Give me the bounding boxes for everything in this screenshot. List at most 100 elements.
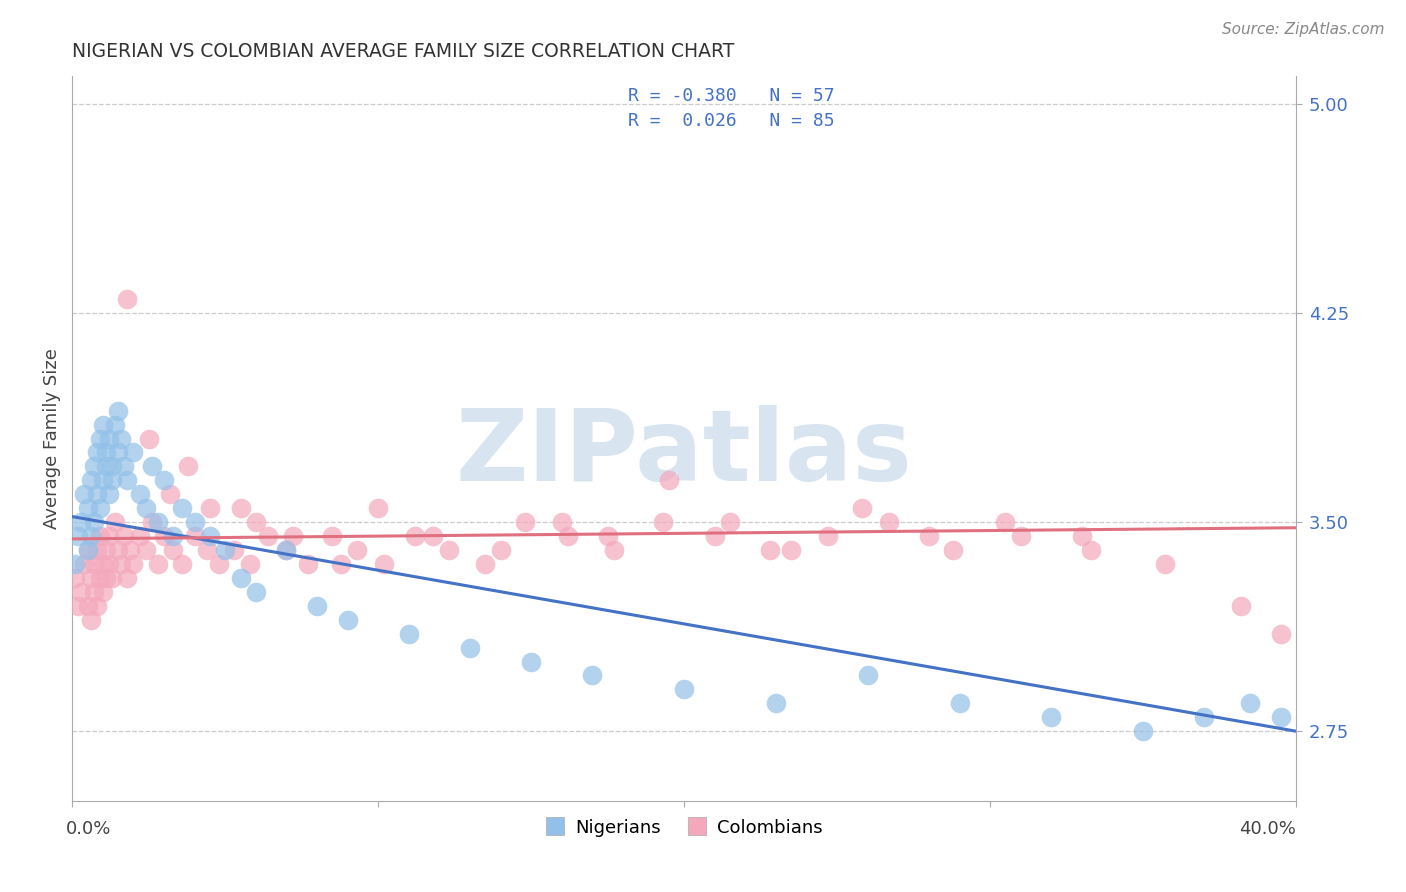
Text: ZIPatlas: ZIPatlas <box>456 405 912 501</box>
Point <box>65 557 87 571</box>
Point <box>122 445 145 459</box>
Point <box>330 557 353 571</box>
Point <box>141 515 163 529</box>
Point <box>474 557 496 571</box>
Point <box>110 557 132 571</box>
Point <box>159 487 181 501</box>
Point <box>851 501 873 516</box>
Point <box>86 599 108 613</box>
Point <box>703 529 725 543</box>
Point <box>1270 626 1292 640</box>
Point <box>117 571 139 585</box>
Point <box>101 474 124 488</box>
Point <box>942 543 965 558</box>
Point <box>780 543 803 558</box>
Point <box>198 529 221 543</box>
Point <box>73 487 96 501</box>
Point <box>257 529 280 543</box>
Point <box>91 417 114 432</box>
Point <box>276 543 298 558</box>
Point <box>79 474 101 488</box>
Point <box>91 474 114 488</box>
Point <box>297 557 319 571</box>
Point <box>97 487 120 501</box>
Point <box>172 557 194 571</box>
Point <box>177 459 200 474</box>
Point <box>336 613 359 627</box>
Point <box>122 557 145 571</box>
Point <box>183 515 205 529</box>
Point <box>305 599 328 613</box>
Point <box>76 543 98 558</box>
Point <box>89 432 111 446</box>
Point <box>162 529 184 543</box>
Point <box>596 529 619 543</box>
Point <box>112 459 135 474</box>
Point <box>918 529 941 543</box>
Point <box>146 515 169 529</box>
Point <box>97 432 120 446</box>
Point <box>141 459 163 474</box>
Point <box>86 543 108 558</box>
Text: NIGERIAN VS COLOMBIAN AVERAGE FAMILY SIZE CORRELATION CHART: NIGERIAN VS COLOMBIAN AVERAGE FAMILY SIZ… <box>72 42 734 61</box>
Point <box>146 557 169 571</box>
Point <box>97 557 120 571</box>
Point <box>1239 696 1261 710</box>
Point <box>603 543 626 558</box>
Point <box>367 501 389 516</box>
Point <box>91 557 114 571</box>
Point <box>76 543 98 558</box>
Point <box>89 571 111 585</box>
Point <box>86 445 108 459</box>
Point <box>1010 529 1032 543</box>
Point <box>104 417 127 432</box>
Point <box>229 501 252 516</box>
Text: 40.0%: 40.0% <box>1239 821 1296 838</box>
Point <box>162 543 184 558</box>
Point <box>107 403 129 417</box>
Point <box>67 599 90 613</box>
Point <box>1270 710 1292 724</box>
Point <box>214 543 236 558</box>
Point <box>224 543 246 558</box>
Point <box>1153 557 1175 571</box>
Point <box>76 501 98 516</box>
Point <box>110 432 132 446</box>
Point <box>138 432 160 446</box>
Point <box>89 529 111 543</box>
Point <box>489 543 512 558</box>
Point <box>83 585 105 599</box>
Point <box>765 696 787 710</box>
Point <box>877 515 900 529</box>
Point <box>128 529 150 543</box>
Point <box>281 529 304 543</box>
Point <box>856 668 879 682</box>
Point <box>276 543 298 558</box>
Point <box>1132 724 1154 739</box>
Point <box>94 571 117 585</box>
Point <box>101 571 124 585</box>
Point <box>948 696 970 710</box>
Point <box>79 613 101 627</box>
Text: 0.0%: 0.0% <box>66 821 111 838</box>
Point <box>437 543 460 558</box>
Point <box>67 529 90 543</box>
Text: R = -0.380   N = 57: R = -0.380 N = 57 <box>628 87 835 104</box>
Point <box>94 543 117 558</box>
Point <box>245 515 267 529</box>
Point <box>94 445 117 459</box>
Point <box>73 557 96 571</box>
Point <box>83 515 105 529</box>
Point <box>97 529 120 543</box>
Point <box>70 585 93 599</box>
Point <box>229 571 252 585</box>
Point <box>107 543 129 558</box>
Point <box>658 474 681 488</box>
Point <box>135 543 157 558</box>
Legend: Nigerians, Colombians: Nigerians, Colombians <box>538 812 830 844</box>
Point <box>1194 710 1216 724</box>
Point <box>120 543 142 558</box>
Point <box>718 515 741 529</box>
Point <box>1230 599 1253 613</box>
Point <box>673 682 696 697</box>
